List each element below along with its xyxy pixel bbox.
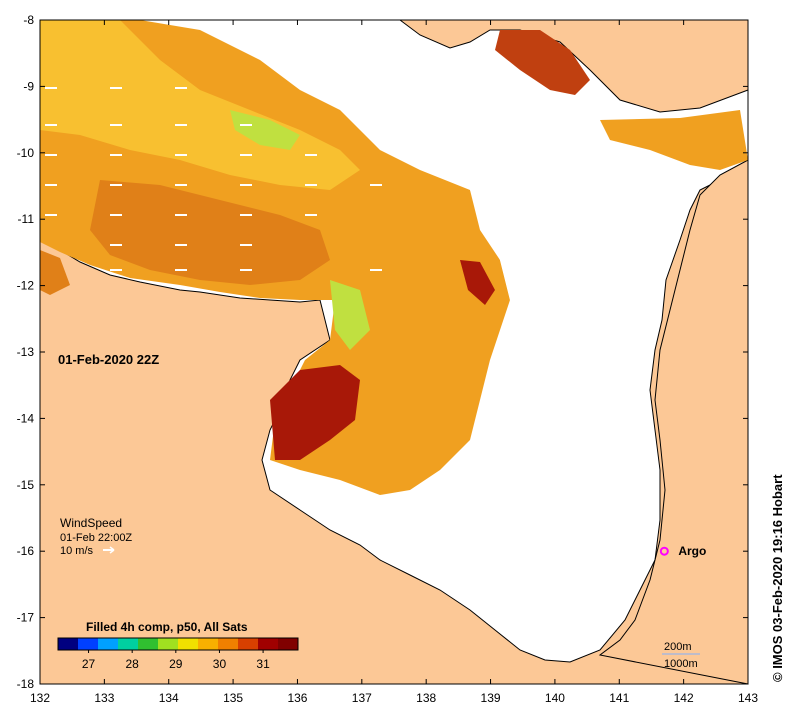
credit-text: © IMOS 03-Feb-2020 19:16 Hobart <box>770 474 785 682</box>
x-tick-label: 134 <box>159 691 179 705</box>
wind-legend-title: WindSpeed <box>60 516 122 530</box>
land-west <box>39 169 749 685</box>
wind-legend-time: 01-Feb 22:00Z <box>60 532 132 544</box>
colorbar-ticks: 27 28 29 30 31 <box>82 650 270 671</box>
y-tick-label: -11 <box>18 212 35 226</box>
x-tick-label: 135 <box>223 691 243 705</box>
colorbar-cell <box>98 638 119 650</box>
y-tick-label: -12 <box>17 279 35 293</box>
y-tick-label: -10 <box>17 146 35 160</box>
y-tick-label: -18 <box>17 677 35 691</box>
y-tick-label: -15 <box>17 478 35 492</box>
x-axis: 132 133 134 135 136 137 138 139 140 141 142 143 <box>30 20 758 705</box>
colorbar-cell <box>278 638 299 650</box>
colorbar-cell <box>258 638 279 650</box>
colorbar-cell <box>238 638 259 650</box>
colorbar-title: Filled 4h comp, p50, All Sats <box>86 620 248 634</box>
colorbar-frame <box>57 637 299 651</box>
wind-arrows <box>45 87 382 271</box>
x-tick-label: 136 <box>287 691 307 705</box>
argo-marker[interactable] <box>659 546 669 556</box>
land-north <box>398 19 749 113</box>
y-tick-label: -8 <box>23 13 34 27</box>
colorbar-tick-label: 30 <box>213 657 227 671</box>
colorbar-cell <box>138 638 159 650</box>
y-tick-label: -9 <box>23 79 34 93</box>
y-tick-label: -16 <box>17 544 35 558</box>
sst-field <box>40 20 748 495</box>
map-area <box>39 19 749 685</box>
x-tick-label: 133 <box>94 691 114 705</box>
y-tick-label: -13 <box>17 345 35 359</box>
x-tick-label: 132 <box>30 691 50 705</box>
y-axis: -8 -9 -10 -11 -12 -13 -14 -15 -16 -17 -18 <box>17 13 748 691</box>
wind-scale-arrowhead <box>109 546 115 554</box>
x-tick-label: 140 <box>545 691 565 705</box>
colorbar-cell <box>198 638 219 650</box>
x-tick-label: 137 <box>352 691 372 705</box>
no-data-area <box>420 140 670 645</box>
colorbar-cell <box>158 638 179 650</box>
depth-legend-200m: 200m <box>664 641 692 653</box>
land-east <box>598 159 749 685</box>
x-tick-label: 139 <box>481 691 501 705</box>
colorbar-tick-label: 28 <box>126 657 140 671</box>
depth-legend-1000m: 1000m <box>664 658 698 670</box>
colorbar <box>58 638 299 650</box>
colorbar-cell <box>78 638 99 650</box>
colorbar-tick-label: 27 <box>82 657 96 671</box>
colorbar-tick-label: 31 <box>256 657 270 671</box>
colorbar-cell <box>118 638 139 650</box>
y-tick-label: -17 <box>17 611 35 625</box>
x-tick-label: 138 <box>416 691 436 705</box>
colorbar-cell <box>58 638 79 650</box>
x-tick-label: 142 <box>674 691 694 705</box>
argo-label: Argo <box>678 544 706 558</box>
colorbar-cell <box>218 638 239 650</box>
colorbar-tick-label: 29 <box>169 657 183 671</box>
y-tick-label: -14 <box>17 411 35 425</box>
timestamp-label: 01-Feb-2020 22Z <box>58 352 159 367</box>
x-tick-label: 141 <box>609 691 629 705</box>
x-tick-label: 143 <box>738 691 758 705</box>
colorbar-cell <box>178 638 199 650</box>
wind-legend-scale: 10 m/s <box>60 545 94 557</box>
